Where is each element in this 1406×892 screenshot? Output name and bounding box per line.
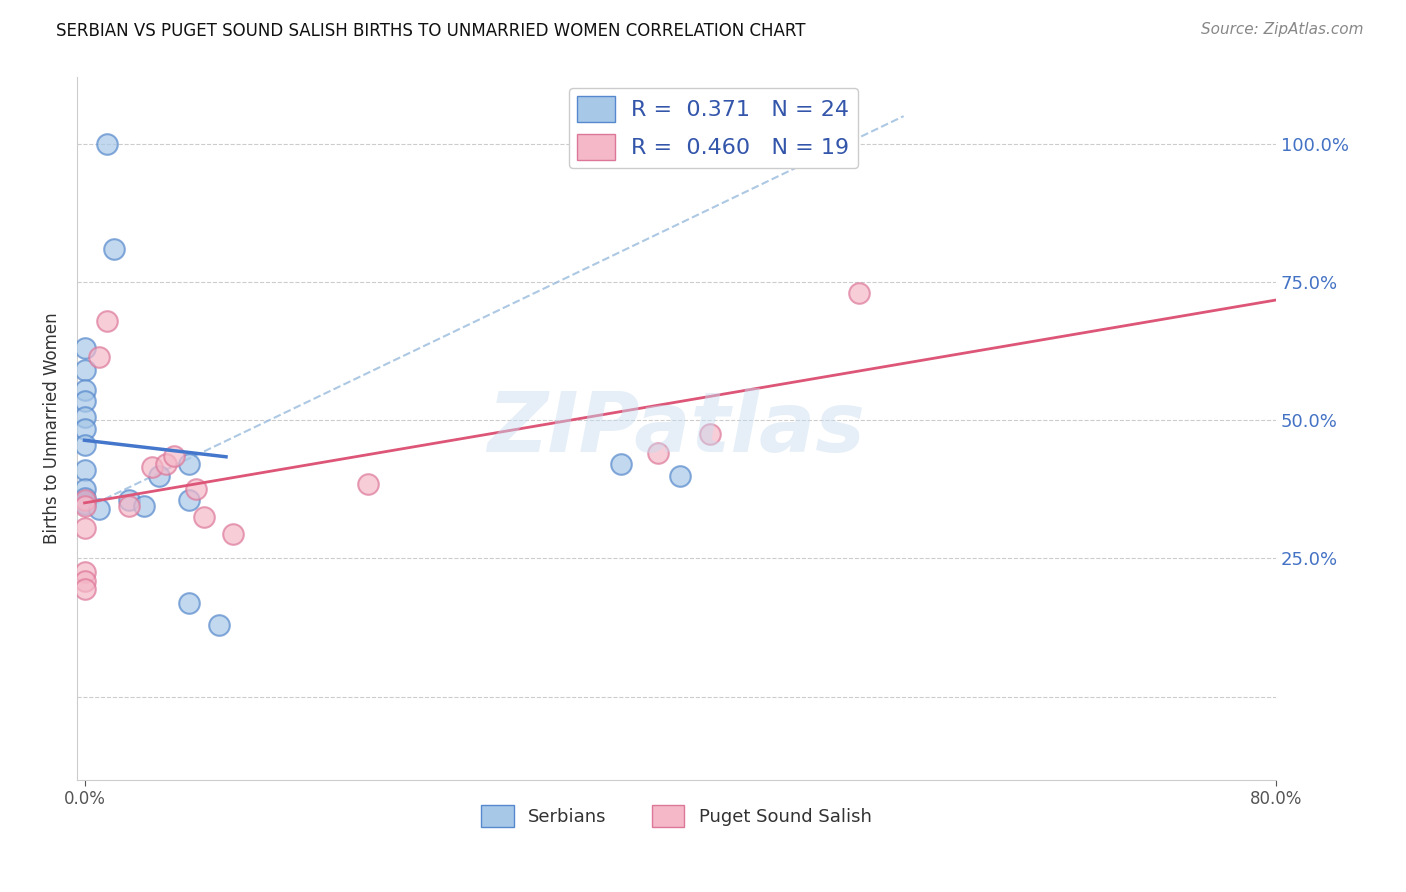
Point bbox=[73, 342, 96, 356]
Point bbox=[155, 458, 177, 472]
Point bbox=[73, 483, 96, 497]
Point bbox=[96, 136, 118, 151]
Point bbox=[73, 438, 96, 452]
Point bbox=[73, 574, 96, 588]
Point bbox=[177, 596, 200, 610]
Legend: Serbians, Puget Sound Salish: Serbians, Puget Sound Salish bbox=[474, 797, 879, 834]
Point bbox=[118, 499, 141, 513]
Point bbox=[163, 449, 186, 463]
Point bbox=[73, 410, 96, 425]
Point bbox=[73, 499, 96, 513]
Point bbox=[609, 458, 631, 472]
Point bbox=[193, 510, 215, 524]
Point bbox=[848, 286, 870, 301]
Point bbox=[73, 363, 96, 377]
Point bbox=[73, 383, 96, 397]
Point bbox=[647, 446, 669, 460]
Point bbox=[89, 350, 111, 364]
Point bbox=[73, 393, 96, 408]
Point bbox=[73, 497, 96, 511]
Point bbox=[186, 483, 208, 497]
Point bbox=[73, 463, 96, 477]
Point bbox=[73, 493, 96, 508]
Point bbox=[222, 526, 245, 541]
Point bbox=[207, 617, 229, 632]
Point bbox=[89, 501, 111, 516]
Point bbox=[73, 582, 96, 596]
Point bbox=[148, 468, 170, 483]
Point bbox=[118, 493, 141, 508]
Point bbox=[96, 314, 118, 328]
Point bbox=[73, 566, 96, 580]
Point bbox=[177, 493, 200, 508]
Point bbox=[73, 521, 96, 535]
Point bbox=[141, 460, 163, 475]
Y-axis label: Births to Unmarried Women: Births to Unmarried Women bbox=[44, 313, 60, 544]
Text: ZIPatlas: ZIPatlas bbox=[488, 388, 866, 469]
Point bbox=[103, 242, 125, 256]
Point bbox=[132, 499, 155, 513]
Point bbox=[177, 458, 200, 472]
Text: SERBIAN VS PUGET SOUND SALISH BIRTHS TO UNMARRIED WOMEN CORRELATION CHART: SERBIAN VS PUGET SOUND SALISH BIRTHS TO … bbox=[56, 22, 806, 40]
Point bbox=[73, 495, 96, 509]
Point bbox=[73, 421, 96, 435]
Text: Source: ZipAtlas.com: Source: ZipAtlas.com bbox=[1201, 22, 1364, 37]
Point bbox=[699, 427, 721, 442]
Point bbox=[356, 476, 378, 491]
Point bbox=[73, 491, 96, 505]
Point bbox=[669, 468, 692, 483]
